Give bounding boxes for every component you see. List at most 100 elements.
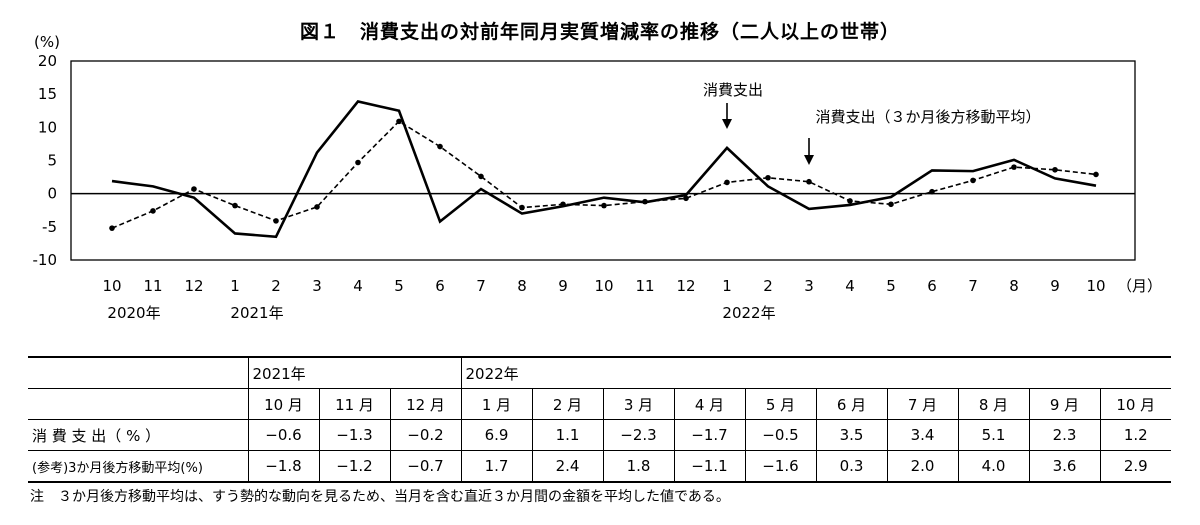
- x-axis: 10 11 12 1 2 3 4 5 6 7 8 9 10 11 12 1 2 3 4 5 6 7 8 9 10: [102, 277, 1105, 295]
- data-point: [437, 143, 443, 150]
- x-tick-label: 1: [722, 277, 732, 295]
- y-tick-label: 20: [38, 52, 57, 70]
- table-cell: −0.5: [744, 419, 816, 451]
- data-point: [724, 179, 730, 186]
- y-tick-label: 15: [38, 85, 57, 103]
- chart-title: 図１ 消費支出の対前年同月実質増減率の推移（二人以上の世帯）: [300, 20, 900, 43]
- table-cell: 2.0: [886, 450, 958, 483]
- data-point: [1052, 166, 1058, 173]
- table-cell: −2.3: [602, 419, 674, 451]
- month-header-cell: 6 月: [815, 388, 887, 420]
- table-cell: 2.4: [531, 450, 603, 483]
- month-header-cell: 8 月: [957, 388, 1029, 420]
- table-row-moving-average: (参考)3か月後方移動平均(%) −1.8 −1.2 −0.7 1.7 2.4 1.8 −1…: [28, 450, 1171, 483]
- table-cell: 1.7: [460, 450, 532, 483]
- y-tick-label: 0: [47, 185, 57, 203]
- month-header-cell: 9 月: [1028, 388, 1100, 420]
- series-layer: [109, 100, 1099, 239]
- table-cell: −1.3: [318, 419, 390, 451]
- table-year-row: 2021年 2022年: [28, 356, 1171, 389]
- y-tick-label: -5: [42, 218, 57, 236]
- month-header-cell: 1 月: [460, 388, 532, 420]
- table-cell: −0.6: [247, 419, 319, 451]
- x-tick-label: 9: [558, 277, 568, 295]
- data-point: [601, 202, 607, 209]
- data-point: [683, 195, 689, 202]
- x-tick-label: 10: [102, 277, 121, 295]
- table-cell: 2.3: [1028, 419, 1100, 451]
- data-point: [970, 177, 976, 184]
- x-tick-label: 4: [845, 277, 855, 295]
- annotation-label: 消費支出: [703, 81, 763, 99]
- table-row-consumption: 消 費 支 出（ % ） −0.6 −1.3 −0.2 6.9 1.1 −2.3 −1.7−…: [28, 419, 1171, 451]
- annotation-arrow-head: [804, 155, 814, 165]
- table-cell: 1.1: [531, 419, 603, 451]
- x-tick-label: 2: [763, 277, 773, 295]
- data-point: [396, 118, 402, 125]
- month-header-cell: 2 月: [531, 388, 603, 420]
- footnote: 注 ３か月後方移動平均は、すう勢的な動向を見るため、当月を含む直近３か月間の金額…: [30, 489, 730, 505]
- series-line-consumption: [111, 100, 1097, 239]
- x-tick-label: 8: [517, 277, 527, 295]
- annotation-arrow-head: [722, 119, 732, 129]
- x-tick-label: 8: [1009, 277, 1019, 295]
- x-tick-label: 3: [312, 277, 322, 295]
- month-header-cell: 10 月: [1099, 388, 1171, 420]
- table-cell: 3.6: [1028, 450, 1100, 483]
- x-tick-label: 7: [476, 277, 486, 295]
- data-point: [519, 204, 525, 211]
- data-point: [1011, 164, 1017, 170]
- data-point: [1093, 171, 1099, 178]
- plot-area: [70, 60, 1136, 261]
- row-label-consumption: 消 費 支 出（ % ）: [28, 419, 248, 451]
- month-header-cell: 5 月: [744, 388, 816, 420]
- data-point: [191, 186, 197, 192]
- table-cell: 4.0: [957, 450, 1029, 483]
- data-point: [232, 202, 238, 209]
- year-labels: 2020年 2021年 2022年: [107, 304, 775, 322]
- data-point: [478, 173, 484, 180]
- x-tick-label: 2: [271, 277, 281, 295]
- table-cell: 0.3: [815, 450, 887, 483]
- table-cell: −0.2: [389, 419, 461, 451]
- x-tick-label: 12: [184, 277, 203, 295]
- data-point: [888, 201, 894, 208]
- table-cell: −1.7: [673, 419, 745, 451]
- table-cell: 2.9: [1099, 450, 1171, 483]
- series-line-moving-average: [111, 120, 1097, 229]
- y-axis-unit-label: (%): [34, 33, 60, 51]
- y-tick-label: -10: [33, 251, 58, 269]
- data-point: [314, 204, 320, 210]
- table-cell: −1.6: [744, 450, 816, 483]
- year-label: 2020年: [107, 304, 160, 322]
- x-axis-unit-label: （月）: [1117, 277, 1162, 295]
- table-cell: 6.9: [460, 419, 532, 451]
- y-tick-label: 5: [47, 152, 57, 170]
- month-header-cell: 7 月: [886, 388, 958, 420]
- data-point: [765, 174, 771, 181]
- x-tick-label: 6: [435, 277, 445, 295]
- data-point: [642, 198, 648, 205]
- data-point: [355, 159, 361, 166]
- year-label: 2022年: [722, 304, 775, 322]
- data-point: [806, 178, 812, 185]
- data-point: [847, 198, 853, 204]
- y-tick-label: 10: [38, 118, 57, 136]
- table-cell: 1.2: [1099, 419, 1171, 451]
- table-cell: 5.1: [957, 419, 1029, 451]
- x-tick-label: 7: [968, 277, 978, 295]
- month-header-cell: 3 月: [602, 388, 674, 420]
- month-header-cell: 10 月: [247, 388, 319, 420]
- month-header-cell: 12 月: [389, 388, 461, 420]
- table-cell: −1.2: [318, 450, 390, 483]
- table-cell: 3.4: [886, 419, 958, 451]
- data-point: [273, 218, 279, 224]
- x-tick-label: 12: [676, 277, 695, 295]
- x-tick-label: 5: [394, 277, 404, 295]
- x-tick-label: 1: [230, 277, 240, 295]
- x-tick-label: 3: [804, 277, 814, 295]
- line-chart: 図１ 消費支出の対前年同月実質増減率の推移（二人以上の世帯） (%) 20151…: [33, 20, 1163, 322]
- data-point: [560, 201, 566, 208]
